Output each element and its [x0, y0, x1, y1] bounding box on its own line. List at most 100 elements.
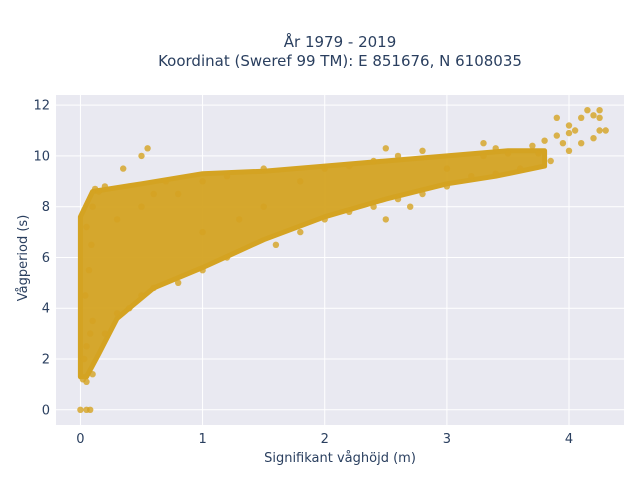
data-point — [138, 152, 145, 160]
x-tick-label: 3 — [443, 432, 451, 447]
data-point — [321, 216, 328, 223]
data-point — [89, 371, 96, 378]
data-point — [89, 203, 96, 210]
data-point — [492, 170, 499, 177]
data-point — [260, 165, 267, 172]
data-point — [88, 241, 95, 248]
y-tick-label: 4 — [42, 302, 50, 317]
y-axis-label: Vågperiod (s) — [16, 215, 31, 302]
data-point — [223, 173, 231, 180]
x-axis-label: Signifikant våghöjd (m) — [264, 451, 416, 466]
chart-title-line2: Koordinat (Sweref 99 TM): E 851676, N 61… — [158, 52, 522, 70]
data-point — [468, 173, 475, 180]
data-point — [590, 112, 597, 119]
data-point — [272, 241, 280, 248]
data-point — [150, 190, 157, 198]
data-point — [236, 216, 243, 223]
data-point — [578, 114, 585, 122]
data-point — [199, 267, 206, 274]
data-point — [602, 127, 609, 134]
data-point — [85, 267, 93, 274]
data-point — [260, 203, 267, 210]
data-point — [101, 330, 109, 337]
data-point — [346, 208, 353, 215]
data-points — [77, 107, 609, 413]
x-tick-label: 0 — [76, 432, 84, 447]
data-point — [346, 162, 353, 170]
data-point — [443, 165, 451, 172]
data-point — [419, 190, 426, 198]
data-point — [150, 284, 157, 292]
data-point — [138, 292, 145, 299]
data-point — [83, 343, 90, 350]
data-point — [370, 157, 377, 165]
x-tick-label: 2 — [321, 432, 329, 447]
data-point — [565, 122, 573, 129]
data-point — [144, 145, 151, 152]
data-point — [80, 355, 88, 363]
data-point — [443, 183, 451, 190]
data-point — [553, 132, 560, 139]
data-point — [382, 216, 389, 223]
data-point — [113, 310, 121, 317]
data-point — [382, 145, 389, 152]
data-point — [553, 114, 560, 122]
data-point — [590, 135, 597, 142]
data-point — [175, 190, 182, 198]
data-point — [83, 378, 90, 385]
data-point — [89, 317, 96, 325]
data-point — [101, 183, 109, 190]
data-point — [126, 305, 133, 312]
data-point — [541, 137, 548, 144]
data-point — [559, 140, 567, 147]
data-point — [565, 129, 573, 137]
data-point — [407, 203, 414, 210]
y-tick-label: 2 — [42, 353, 50, 368]
data-point — [504, 150, 512, 157]
data-point — [77, 406, 84, 413]
data-point — [480, 152, 487, 160]
data-point — [596, 107, 603, 114]
y-tick-label: 6 — [42, 251, 50, 266]
data-point — [596, 114, 603, 122]
data-point — [517, 165, 524, 172]
data-point — [120, 165, 127, 172]
data-point — [578, 140, 585, 147]
data-point — [297, 178, 304, 185]
data-point — [162, 178, 170, 185]
data-point — [370, 203, 377, 210]
data-point — [223, 254, 231, 261]
data-point — [394, 152, 402, 160]
data-point — [175, 279, 182, 286]
data-point — [571, 127, 579, 134]
y-tick-label: 0 — [42, 403, 50, 418]
data-point — [419, 147, 426, 154]
data-point — [596, 127, 603, 134]
data-point — [480, 140, 487, 147]
y-tick-label: 12 — [33, 99, 50, 114]
y-tick-label: 10 — [33, 149, 50, 164]
data-point — [113, 216, 121, 223]
data-point — [565, 147, 573, 154]
data-point — [547, 157, 554, 165]
data-point — [199, 178, 206, 185]
data-point — [138, 203, 145, 210]
data-point — [394, 195, 402, 203]
y-tick-label: 8 — [42, 200, 50, 215]
data-point — [297, 228, 304, 236]
data-point — [87, 330, 94, 337]
x-tick-label: 4 — [565, 432, 573, 447]
data-point — [82, 292, 89, 299]
data-point — [529, 142, 536, 149]
data-point — [584, 107, 591, 114]
data-point — [199, 228, 206, 236]
chart-title-line1: År 1979 - 2019 — [284, 32, 397, 51]
x-tick-label: 1 — [198, 432, 206, 447]
data-point — [95, 188, 103, 195]
data-point — [321, 165, 328, 172]
data-point — [492, 145, 499, 152]
data-point — [83, 223, 90, 231]
